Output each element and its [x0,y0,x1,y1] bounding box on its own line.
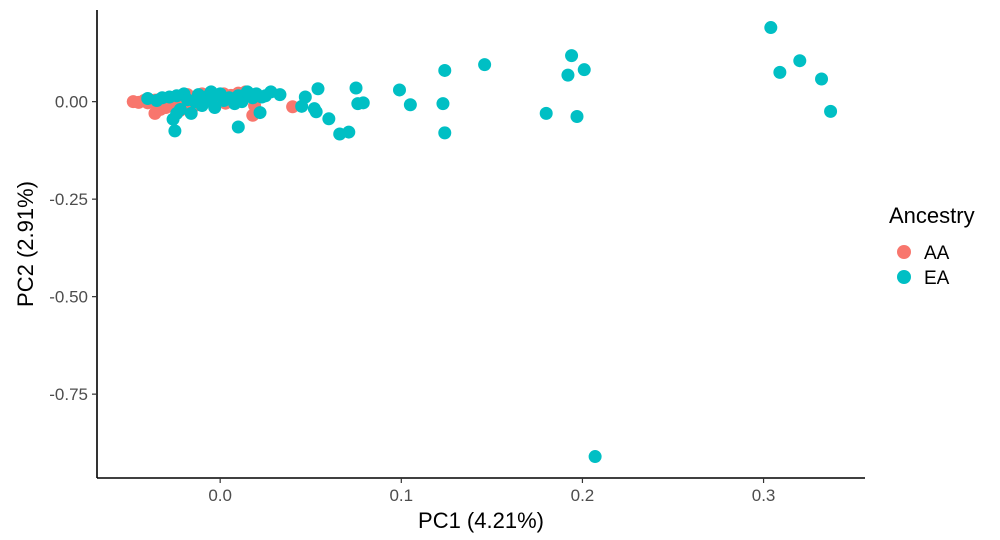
point-ea [815,72,829,86]
point-ea [168,124,182,138]
point-ea [273,88,287,102]
point-ea [298,90,312,104]
point-ea [824,104,838,118]
point-ea [577,63,591,77]
point-ea [539,106,553,120]
point-ea [170,106,184,120]
point-ea [235,95,249,109]
point-ea [255,90,269,104]
x-tick-label: 0.3 [752,486,776,505]
point-ea [204,85,218,99]
y-tick-label: 0.00 [55,93,88,112]
point-ea [436,97,450,111]
point-ea [342,125,356,139]
points-layer [126,21,838,464]
point-ea [588,450,602,464]
point-ea [478,58,492,72]
x-tick-label: 0.2 [571,486,595,505]
y-axis-title: PC2 (2.91%) [13,181,38,307]
x-tick-label: 0.1 [389,486,413,505]
point-ea [392,83,406,97]
legend-key-aa [897,245,911,259]
point-ea [184,106,198,120]
x-axis-ticks: 0.0 0.1 0.2 0.3 [208,478,775,505]
legend-title: Ancestry [889,203,975,228]
point-ea [773,65,787,79]
point-ea [570,109,584,123]
point-ea [764,21,778,35]
y-tick-label: -0.50 [49,288,88,307]
point-ea [793,54,807,68]
point-ea [309,105,323,119]
point-ea [208,101,222,114]
legend: Ancestry AA EA [889,203,975,289]
point-ea [253,106,267,120]
y-tick-label: -0.75 [49,385,88,404]
point-ea [311,82,325,96]
point-ea [356,96,370,110]
point-ea [322,112,336,126]
x-axis-title: PC1 (4.21%) [418,508,544,533]
y-axis-ticks: 0.00 -0.25 -0.50 -0.75 [49,93,97,404]
x-tick-label: 0.0 [208,486,232,505]
legend-label-ea: EA [924,268,950,289]
legend-label-aa: AA [924,243,950,264]
point-ea [231,120,245,134]
point-ea [565,49,579,63]
point-ea [349,81,363,95]
point-ea [438,63,452,77]
point-ea [438,126,452,140]
y-tick-label: -0.25 [49,190,88,209]
legend-key-ea [897,270,911,284]
point-ea [403,98,417,112]
point-ea [561,68,575,82]
